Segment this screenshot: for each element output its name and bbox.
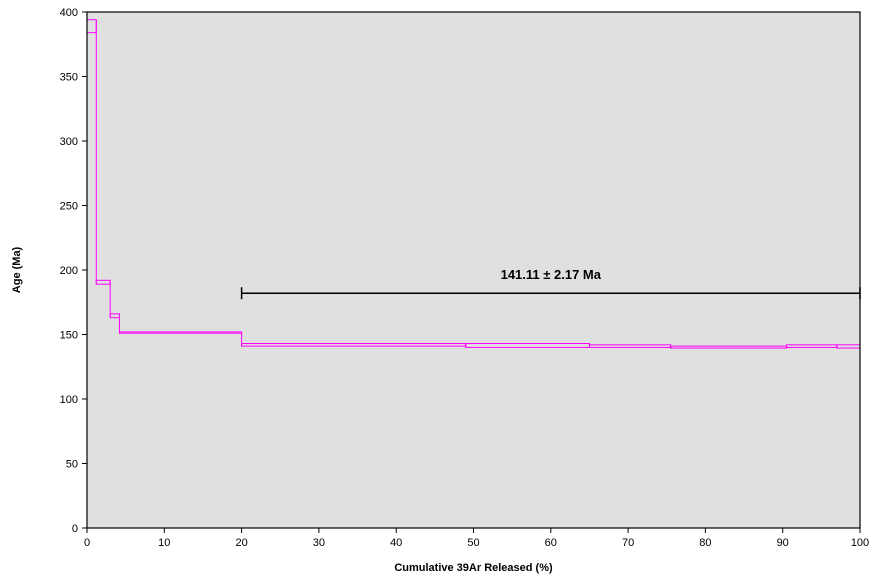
x-tick-label: 60 <box>545 537 557 549</box>
x-tick-label: 30 <box>313 537 325 549</box>
x-tick-label: 90 <box>777 537 789 549</box>
x-axis-ticks: 0 10 20 30 40 50 60 70 80 90 100 <box>84 528 869 549</box>
y-tick-label: 200 <box>60 265 78 277</box>
y-tick-label: 350 <box>60 72 78 84</box>
x-tick-label: 50 <box>467 537 479 549</box>
y-tick-label: 100 <box>60 394 78 406</box>
y-tick-label: 250 <box>60 201 78 213</box>
plateau-label: 141.11 ± 2.17 Ma <box>501 267 602 282</box>
x-tick-label: 40 <box>390 537 402 549</box>
x-axis-title: Cumulative 39Ar Released (%) <box>394 562 553 574</box>
y-tick-label: 400 <box>60 7 78 19</box>
y-tick-label: 0 <box>72 523 78 535</box>
x-tick-label: 20 <box>235 537 247 549</box>
x-tick-label: 0 <box>84 537 90 549</box>
y-tick-label: 50 <box>66 459 78 471</box>
x-tick-label: 100 <box>851 537 869 549</box>
y-axis-ticks: 0 50 100 150 200 250 300 350 400 <box>60 7 87 535</box>
x-tick-label: 70 <box>622 537 634 549</box>
y-tick-label: 300 <box>60 136 78 148</box>
x-tick-label: 80 <box>699 537 711 549</box>
x-tick-label: 10 <box>158 537 170 549</box>
plot-area <box>87 12 860 528</box>
y-axis-title: Age (Ma) <box>11 246 23 293</box>
y-tick-label: 150 <box>60 330 78 342</box>
